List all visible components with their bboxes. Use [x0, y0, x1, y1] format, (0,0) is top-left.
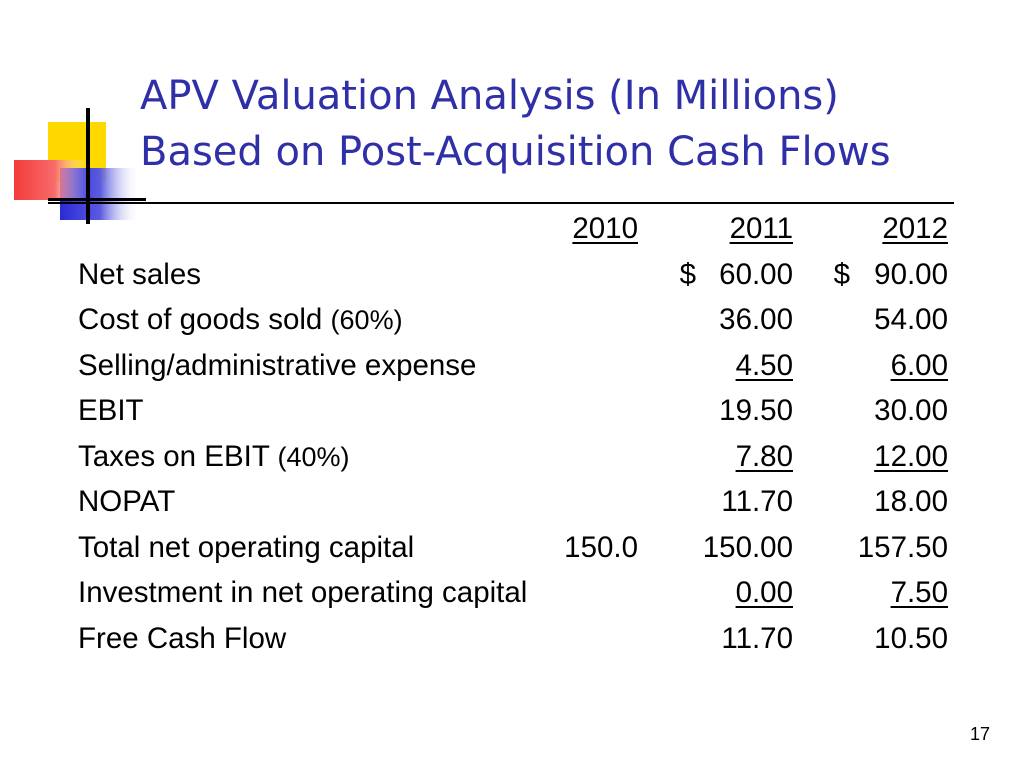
value-2012: 6.00 — [890, 348, 948, 382]
table-row: Cost of goods sold (60%) 36.00 54.00 — [78, 297, 948, 343]
value-2012: 12.00 — [874, 439, 948, 473]
column-header-2011: 2011 — [729, 212, 793, 245]
value-2012: 18.00 — [874, 485, 948, 518]
value-2011: 19.50 — [719, 394, 793, 427]
decorative-squares-graphic — [14, 108, 146, 224]
currency-symbol: $ — [679, 257, 696, 291]
row-label-percent: (40%) — [277, 441, 350, 472]
row-label-text: Taxes on EBIT — [78, 439, 278, 473]
value-2011: 4.50 — [735, 348, 793, 382]
value-2012: 30.00 — [874, 394, 948, 427]
table-row: Investment in net operating capital 0.00… — [78, 570, 948, 616]
row-label: Cost of goods sold (60%) — [78, 297, 403, 344]
table-row: Net sales $ 60.00 $ 90.00 — [78, 252, 948, 298]
value-2012: 157.50 — [857, 530, 948, 564]
row-label: Selling/administrative expense — [78, 348, 477, 382]
row-label: Total net operating capital — [78, 530, 415, 564]
column-header-2012: 2012 — [882, 212, 948, 245]
value-2011: 36.00 — [719, 303, 793, 336]
value-2012: 7.50 — [890, 576, 948, 609]
value-2011: 11.70 — [721, 621, 793, 655]
currency-symbol: $ — [833, 257, 850, 291]
row-label-percent: (60%) — [330, 305, 403, 335]
row-label: Investment in net operating capital — [78, 576, 528, 609]
value-2011: 0.00 — [735, 576, 793, 609]
row-label: EBIT — [78, 394, 144, 427]
slide-title: APV Valuation Analysis (In Millions) Bas… — [140, 68, 891, 180]
value-2011: 7.80 — [735, 439, 793, 473]
table-row: Selling/administrative expense 4.50 6.00 — [78, 343, 948, 389]
row-label: Taxes on EBIT (40%) — [78, 434, 350, 481]
valuation-table: 2010 2011 2012 Net sales $ 60.00 $ 90.00… — [78, 206, 948, 661]
value-2012: 54.00 — [874, 303, 948, 336]
table-row: EBIT 19.50 30.00 — [78, 388, 948, 434]
slide-title-line-1: APV Valuation Analysis (In Millions) — [140, 73, 839, 119]
title-divider — [48, 202, 954, 204]
table-row: Free Cash Flow 11.70 10.50 — [78, 616, 948, 662]
row-label: Net sales — [78, 257, 201, 291]
row-label: NOPAT — [78, 485, 176, 518]
value-2012: 10.50 — [874, 621, 948, 655]
value-2012: 90.00 — [874, 257, 948, 291]
row-label-text: Cost of goods sold — [78, 303, 331, 336]
value-2010: 150.0 — [564, 530, 638, 564]
value-2011: 60.00 — [719, 257, 793, 291]
column-header-2010: 2010 — [572, 212, 638, 245]
table-row: Taxes on EBIT (40%) 7.80 12.00 — [78, 434, 948, 480]
table-row: Total net operating capital 150.0 150.00… — [78, 525, 948, 571]
table-row: NOPAT 11.70 18.00 — [78, 479, 948, 525]
table-header-row: 2010 2011 2012 — [78, 206, 948, 252]
value-2011: 150.00 — [702, 530, 793, 564]
row-label: Free Cash Flow — [78, 621, 287, 655]
value-2011: 11.70 — [721, 485, 793, 518]
slide-title-line-2: Based on Post-Acquisition Cash Flows — [140, 129, 891, 175]
page-number: 17 — [969, 724, 990, 744]
